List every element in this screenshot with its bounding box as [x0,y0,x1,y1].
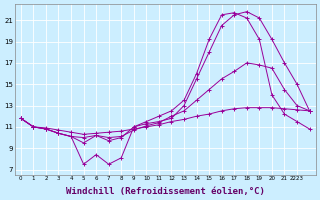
X-axis label: Windchill (Refroidissement éolien,°C): Windchill (Refroidissement éolien,°C) [66,187,265,196]
